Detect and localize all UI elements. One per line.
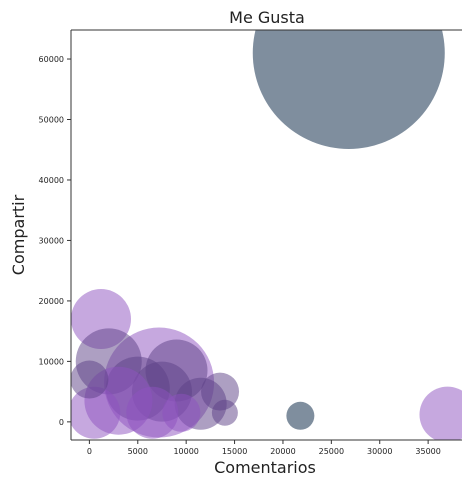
bubble-11 xyxy=(211,399,238,426)
x-tick-label-6: 30000 xyxy=(367,447,392,456)
y-tick-label-0: 0 xyxy=(59,418,64,427)
y-tick-label-5: 50000 xyxy=(39,115,64,124)
x-axis-title: Comentarios xyxy=(214,458,316,477)
x-tick-label-3: 15000 xyxy=(222,447,247,456)
y-tick-label-6: 60000 xyxy=(39,55,64,64)
axes-layer xyxy=(70,29,462,441)
x-tick-label-5: 25000 xyxy=(319,447,344,456)
bubble-16 xyxy=(71,360,109,399)
y-tick-label-1: 10000 xyxy=(39,357,64,366)
bubble-1 xyxy=(286,401,315,430)
y-tick-label-2: 20000 xyxy=(39,297,64,306)
x-tick-label-7: 35000 xyxy=(415,447,440,456)
x-tick-label-2: 10000 xyxy=(173,447,198,456)
bubble-14 xyxy=(126,386,179,439)
x-tick-label-1: 5000 xyxy=(128,447,148,456)
x-tick-label-0: 0 xyxy=(87,447,92,456)
bubble-15 xyxy=(162,393,201,432)
y-tick-label-4: 40000 xyxy=(39,176,64,185)
bubble-13 xyxy=(71,386,121,439)
chart-title: Me Gusta xyxy=(229,8,305,27)
y-tick-label-3: 30000 xyxy=(39,236,64,245)
bubbles-layer xyxy=(71,30,462,440)
ticks-layer: 0 5000 10000 15000 20000 25000 30000 35000 0 1000… xyxy=(39,55,441,456)
bubble-0 xyxy=(252,30,445,149)
y-axis-title: Compartir xyxy=(9,194,28,275)
bubble-2 xyxy=(419,386,462,440)
x-tick-label-4: 20000 xyxy=(270,447,295,456)
